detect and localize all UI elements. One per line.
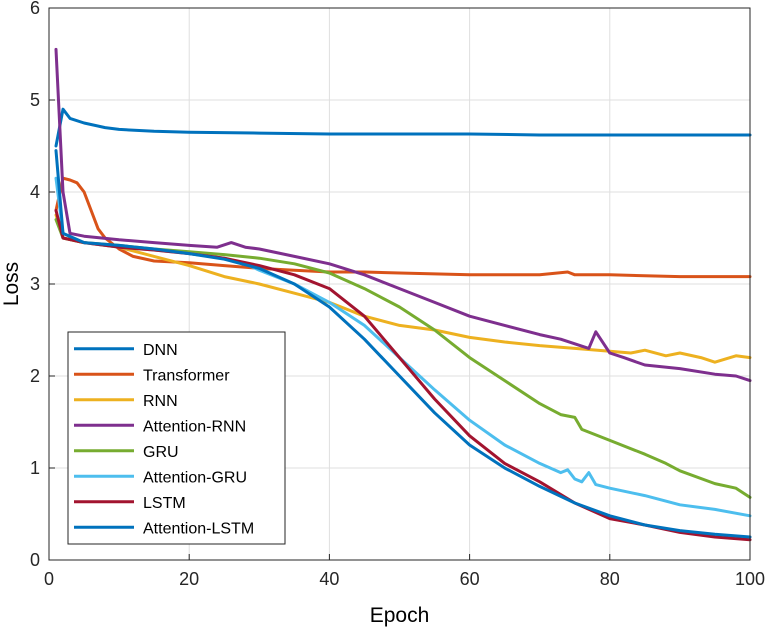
x-tick-label: 80: [600, 569, 620, 589]
series-line-transformer: [54, 176, 752, 279]
x-tick-label: 100: [735, 569, 765, 589]
y-tick-label: 2: [30, 366, 40, 386]
legend-label: Attention-LSTM: [143, 520, 254, 537]
x-tick-label: 20: [179, 569, 199, 589]
series-line-dnn: [54, 107, 752, 148]
y-axis-label: Loss: [0, 262, 23, 306]
legend-label: LSTM: [143, 495, 186, 512]
axis-ticks: 0 20 40 60 80 100 0 1 2 3 4 5 6: [30, 0, 765, 589]
x-axis-label: Epoch: [370, 604, 430, 627]
legend-label: GRU: [143, 444, 179, 461]
legend-label: Transformer: [143, 367, 230, 384]
legend-label: Attention-GRU: [143, 469, 247, 486]
y-tick-label: 6: [30, 0, 40, 18]
series-line-attention-lstm: [54, 149, 752, 539]
y-tick-label: 3: [30, 274, 40, 294]
y-tick-label: 0: [30, 550, 40, 570]
legend: DNN Transformer RNN Attention-RNN GRU Attenti…: [67, 331, 286, 545]
x-tick-label: 0: [44, 569, 54, 589]
x-tick-label: 60: [460, 569, 480, 589]
series-line-attention-rnn: [54, 47, 752, 383]
legend-box: [67, 331, 286, 545]
y-tick-label: 4: [30, 182, 40, 202]
y-tick-label: 1: [30, 458, 40, 478]
legend-label: RNN: [143, 393, 178, 410]
series-lines: [54, 47, 752, 542]
series-line-rnn: [54, 213, 752, 364]
legend-label: DNN: [143, 342, 178, 359]
x-tick-label: 40: [319, 569, 339, 589]
legend-label: Attention-RNN: [143, 418, 246, 435]
y-tick-label: 5: [30, 90, 40, 110]
